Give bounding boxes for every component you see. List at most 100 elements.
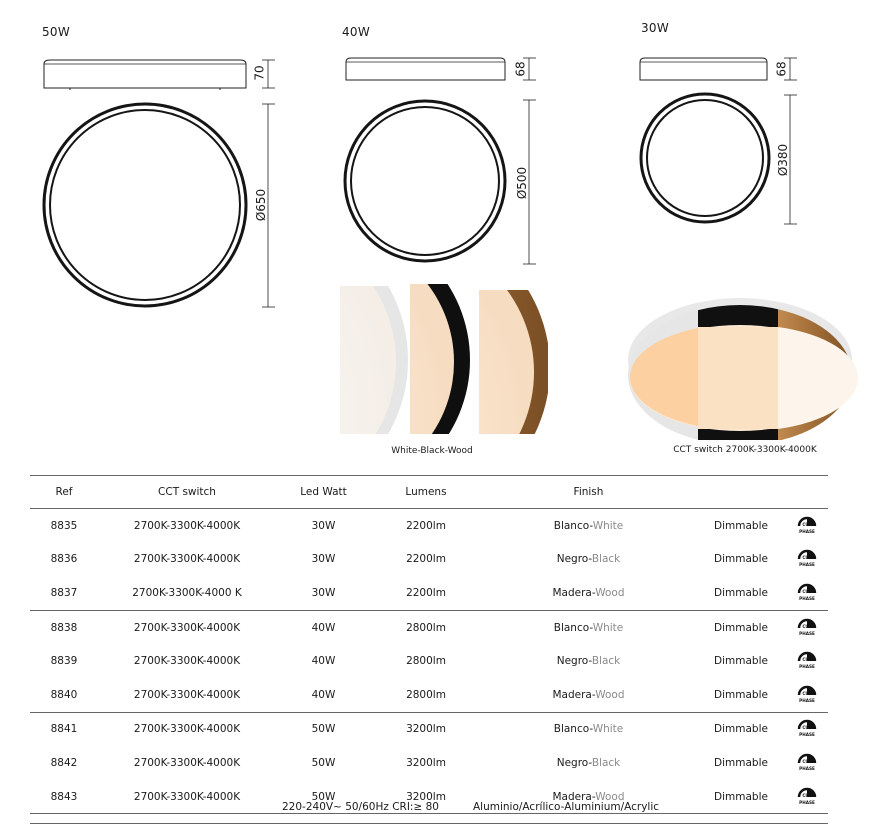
cut-phase-icon: CUT PHASE	[797, 583, 817, 601]
cut-phase-icon: CUT PHASE	[797, 787, 817, 805]
svg-text:PHASE: PHASE	[799, 698, 815, 703]
table-row: 8835 2700K-3300K-4000K 30W 2200lm Blanco…	[30, 509, 828, 543]
finish-en: White	[592, 723, 624, 736]
dim-height-30w	[784, 57, 797, 81]
cell-phase: CUT PHASE	[786, 644, 828, 678]
finish-es: Madera-	[552, 790, 596, 803]
cut-phase-icon: CUT PHASE	[797, 753, 817, 771]
finish-es: Blanco-	[553, 519, 593, 532]
cell-lumens: 2800lm	[406, 621, 446, 634]
svg-text:CUT: CUT	[802, 555, 811, 560]
svg-text:CUT: CUT	[802, 657, 811, 662]
svg-text:CUT: CUT	[802, 725, 811, 730]
cell-finish: Negro-Black	[481, 746, 696, 780]
table-row: 8840 2700K-3300K-4000K 40W 2800lm Madera…	[30, 677, 828, 713]
finish-en: Black	[591, 553, 621, 566]
svg-text:PHASE: PHASE	[799, 664, 815, 669]
cell-dimmable: Dimmable	[714, 655, 768, 668]
svg-text:CUT: CUT	[802, 793, 811, 798]
finish-es: Madera-	[552, 586, 596, 599]
cell-lumens: 2800lm	[406, 655, 446, 668]
cct-caption: CCT switch 2700K-3300K-4000K	[673, 445, 817, 455]
cell-cct: 2700K-3300K-4000K	[98, 779, 276, 815]
cell-finish: Madera-Wood	[481, 677, 696, 713]
cell-phase: CUT PHASE	[786, 677, 828, 713]
diameter-50w: Ø650	[254, 188, 269, 222]
top-view-30w	[639, 92, 771, 224]
dim-height-40w	[523, 57, 536, 81]
height-30w: 68	[774, 61, 789, 77]
cell-dimmable: Dimmable	[714, 553, 768, 566]
cut-phase-icon: CUT PHASE	[797, 516, 817, 534]
cell-watt: 50W	[311, 723, 336, 736]
cell-watt: 40W	[311, 621, 336, 634]
cell-cct: 2700K-3300K-4000K	[133, 756, 241, 769]
cell-watt: 30W	[276, 576, 371, 611]
finish-photo-wood	[479, 290, 548, 434]
cut-phase-icon: CUT PHASE	[797, 618, 817, 636]
cell-watt: 50W	[276, 779, 371, 815]
table-footer: 220-240V~ 50/60Hz CRI:≥ 80 Aluminio/Acrí…	[30, 795, 828, 824]
svg-text:PHASE: PHASE	[799, 800, 815, 805]
cut-phase-icon: CUT PHASE	[797, 550, 817, 567]
cell-lumens: 2200lm	[406, 553, 446, 566]
header-finish: Finish	[573, 486, 604, 498]
cell-ref: 8839	[50, 655, 78, 668]
cell-cct: 2700K-3300K-4000K	[133, 655, 241, 668]
cell-phase: CUT PHASE	[786, 576, 828, 611]
table-header-row: Ref CCT switch Led Watt Lumens Finish	[30, 475, 828, 509]
cut-phase-icon: CUT PHASE	[797, 652, 817, 669]
cell-phase: CUT PHASE	[786, 509, 828, 543]
product-40w-label: 40W	[342, 25, 371, 39]
cell-ref: 8842	[50, 756, 78, 769]
table-row: 8843 2700K-3300K-4000K 50W 3200lm Madera…	[30, 779, 828, 815]
finish-es: Negro-	[556, 655, 592, 668]
product-50w-label: 50W	[42, 25, 71, 39]
cell-finish: Madera-Wood	[481, 779, 696, 815]
cell-finish: Madera-Wood	[481, 576, 696, 611]
cell-finish: Blanco-White	[481, 712, 696, 746]
header-cct: CCT switch	[158, 486, 216, 498]
finish-en: Wood	[595, 790, 625, 803]
svg-text:PHASE: PHASE	[799, 766, 815, 771]
height-50w: 70	[252, 65, 267, 81]
cell-finish: Blanco-White	[481, 610, 696, 644]
top-view-50w	[42, 102, 248, 308]
profile-40w	[345, 57, 506, 81]
header-icon	[786, 476, 828, 509]
cut-phase-icon: CUT PHASE	[797, 720, 817, 737]
cell-dimmable: Dimmable	[714, 756, 768, 769]
table-row: 8838 2700K-3300K-4000K 40W 2800lm Blanco…	[30, 610, 828, 644]
cut-phase-icon: CUT PHASE	[797, 685, 817, 703]
header-ref: Ref	[55, 486, 73, 498]
svg-text:CUT: CUT	[802, 522, 811, 527]
top-view-40w	[343, 99, 507, 263]
dim-diameter-50w	[262, 103, 275, 308]
cell-phase: CUT PHASE	[786, 746, 828, 780]
header-dimmable	[696, 476, 786, 509]
table-row: 8836 2700K-3300K-4000K 30W 2200lm Negro-…	[30, 543, 828, 577]
cell-watt: 50W	[311, 756, 336, 769]
table-row: 8839 2700K-3300K-4000K 40W 2800lm Negro-…	[30, 644, 828, 678]
cell-lumens: 2200lm	[406, 519, 446, 532]
product-30w-label: 30W	[641, 21, 670, 35]
cell-finish: Negro-Black	[481, 644, 696, 678]
finish-es: Negro-	[556, 553, 592, 566]
finish-en: Black	[591, 655, 621, 668]
cell-watt: 30W	[311, 519, 336, 532]
cell-phase: CUT PHASE	[786, 779, 828, 815]
finish-en: Wood	[595, 688, 625, 701]
cell-ref: 8843	[30, 779, 98, 815]
finish-photo-black	[410, 284, 470, 434]
cell-dimmable: Dimmable	[714, 519, 768, 532]
svg-text:CUT: CUT	[802, 589, 811, 594]
finish-en: Wood	[595, 586, 625, 599]
cell-lumens: 2200lm	[371, 576, 481, 611]
cell-watt: 30W	[311, 553, 336, 566]
svg-text:CUT: CUT	[802, 624, 811, 629]
finish-photo-white	[340, 286, 408, 434]
cell-ref: 8840	[30, 677, 98, 713]
header-watt: Led Watt	[300, 486, 347, 498]
cell-phase: CUT PHASE	[786, 610, 828, 644]
finish-es: Madera-	[552, 688, 596, 701]
